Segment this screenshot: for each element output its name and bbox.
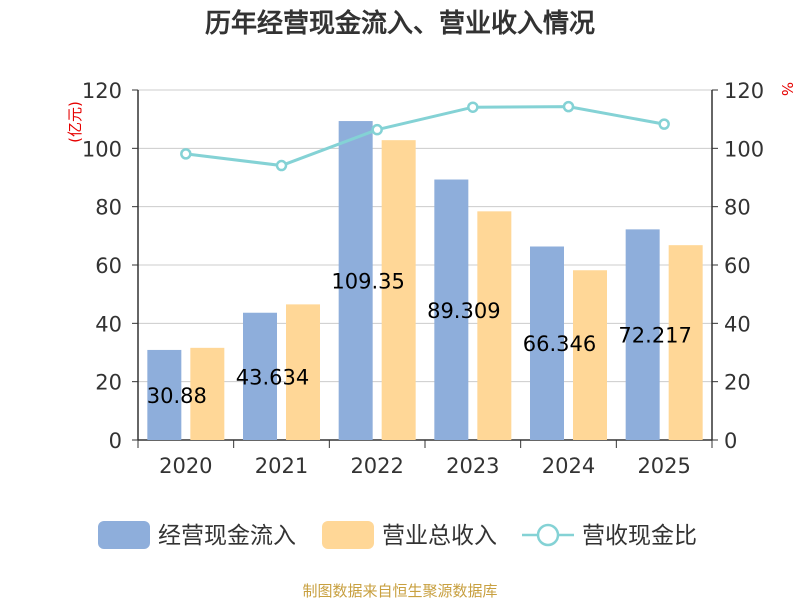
data-label: 109.35: [331, 270, 404, 294]
ratio-point: [180, 148, 192, 160]
bar-revenue: [381, 140, 416, 440]
axes: 0 20 40 60 80 100 120 0 20 40 60 80 100 120 2020 2021 20…: [82, 79, 764, 478]
ratio-point: [371, 123, 383, 136]
y-right-tick-label: 120: [724, 79, 764, 103]
y-right-unit: %: [778, 82, 796, 96]
source-note: 制图数据来自恒生聚源数据库: [302, 582, 497, 600]
x-tick-label: 2025: [637, 454, 690, 478]
ratio-point: [658, 118, 670, 130]
data-label: 66.346: [523, 332, 596, 356]
legend-label: 经营现金流入: [158, 523, 296, 549]
grid: [138, 89, 712, 383]
bar-cash-inflow: [338, 121, 373, 440]
legend-label: 营业总收入: [382, 523, 497, 549]
ratio-point: [562, 100, 575, 113]
bar-revenue: [286, 304, 320, 440]
y-left-tick-label: 20: [95, 371, 122, 395]
bar-revenue: [573, 270, 607, 440]
y-left-tick-label: 80: [95, 196, 122, 220]
y-left-tick-label: 0: [109, 429, 122, 453]
ratio-line-path: [185, 105, 665, 168]
data-labels: 30.88 43.634 109.35 89.309 66.346 72.217: [147, 270, 692, 408]
x-tick-label: 2023: [446, 454, 499, 478]
bars: [147, 121, 703, 440]
bar-cash-inflow: [625, 229, 660, 440]
ratio-line: [180, 100, 670, 172]
y-left-unit: (亿元): [66, 101, 84, 143]
bar-cash-inflow: [243, 312, 277, 440]
y-right-tick-label: 100: [724, 137, 764, 161]
y-right-tick-label: 60: [724, 254, 751, 278]
legend-marker: [536, 523, 560, 547]
data-label: 72.217: [618, 324, 691, 348]
y-left-tick-label: 100: [82, 137, 122, 161]
data-label: 30.88: [147, 384, 207, 408]
y-right-tick-label: 20: [724, 371, 751, 395]
y-left-tick-label: 40: [95, 312, 122, 336]
ratio-point: [467, 101, 479, 113]
x-tick-label: 2022: [350, 454, 403, 478]
ratio-point: [275, 159, 288, 172]
y-right-tick-label: 40: [724, 312, 751, 336]
y-right-tick-label: 0: [724, 429, 737, 453]
bar-cash-inflow: [147, 349, 182, 440]
legend: 经营现金流入 营业总收入 营收现金比: [98, 521, 697, 549]
chart-title: 历年经营现金流入、营业收入情况: [205, 8, 595, 39]
data-label: 89.309: [427, 299, 500, 323]
data-label: 43.634: [236, 365, 309, 389]
x-tick-label: 2024: [542, 454, 595, 478]
bar-cash-inflow: [434, 179, 469, 440]
bar-revenue: [668, 245, 703, 440]
y-right-tick-label: 80: [724, 196, 751, 220]
y-left-tick-label: 120: [82, 79, 122, 103]
legend-label: 营收现金比: [582, 523, 697, 549]
x-tick-label: 2021: [255, 454, 308, 478]
bar-cash-inflow: [530, 246, 564, 440]
legend-swatch: [322, 521, 374, 549]
legend-swatch: [98, 521, 150, 549]
bar-revenue: [477, 211, 512, 440]
x-tick-label: 2020: [159, 454, 212, 478]
bar-revenue: [190, 347, 225, 440]
y-left-tick-label: 60: [95, 254, 122, 278]
